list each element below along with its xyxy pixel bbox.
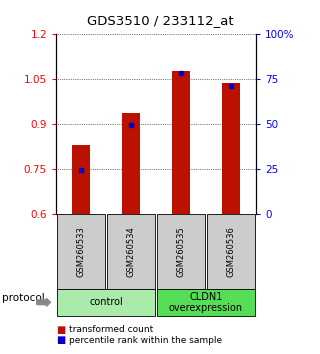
Text: ■: ■ — [56, 335, 65, 345]
Text: protocol: protocol — [2, 293, 44, 303]
Text: percentile rank within the sample: percentile rank within the sample — [69, 336, 222, 345]
Bar — [72, 145, 90, 214]
Text: GSM260534: GSM260534 — [126, 226, 135, 277]
Text: GDS3510 / 233112_at: GDS3510 / 233112_at — [87, 14, 233, 27]
Bar — [222, 83, 240, 214]
Text: control: control — [89, 297, 123, 307]
Text: CLDN1
overexpression: CLDN1 overexpression — [169, 291, 243, 313]
Text: transformed count: transformed count — [69, 325, 153, 334]
Text: ■: ■ — [56, 325, 65, 335]
Bar — [122, 113, 140, 214]
Text: GSM260533: GSM260533 — [76, 226, 85, 277]
Text: GSM260536: GSM260536 — [227, 226, 236, 277]
Text: GSM260535: GSM260535 — [177, 226, 186, 277]
Bar — [172, 71, 190, 214]
